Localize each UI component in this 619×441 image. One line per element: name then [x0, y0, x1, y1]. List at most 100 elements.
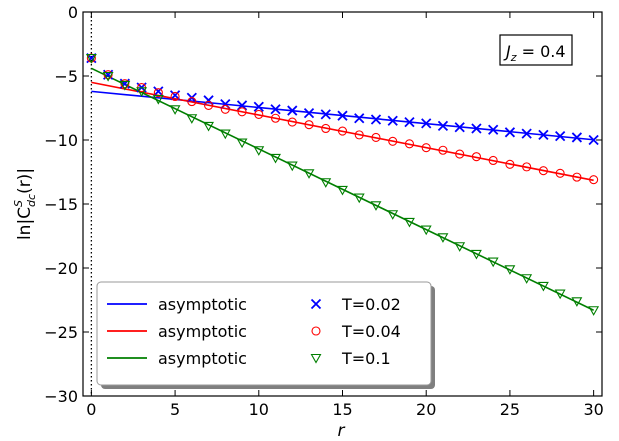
point-t-0-04 [153, 88, 163, 98]
point-t-0-1 [370, 201, 382, 211]
y-tick-label: −10 [44, 131, 78, 150]
point-t-0-04 [187, 97, 197, 107]
point-t-0-04 [237, 107, 247, 117]
point-t-0-04 [287, 117, 297, 127]
point-t-0-1 [470, 249, 482, 260]
point-t-0-04 [270, 113, 281, 123]
x-tick-label: 25 [500, 400, 520, 419]
y-axis-label: ln|CSdc(r)| [12, 168, 38, 240]
x-tick-label: 20 [416, 400, 436, 419]
point-t-0-1 [420, 225, 432, 236]
point-t-0-04 [354, 130, 364, 140]
point-t-0-04 [555, 168, 565, 178]
point-t-0-1 [571, 297, 583, 307]
point-t-0-02 [153, 86, 164, 97]
asymptotic-line-2 [91, 81, 594, 182]
legend-marker-swatch [310, 298, 322, 310]
point-t-0-1 [203, 121, 215, 132]
y-tick-label: −5 [54, 67, 78, 86]
point-t-0-1 [387, 210, 399, 220]
point-t-0-04 [522, 162, 532, 172]
point-t-0-1 [270, 153, 281, 164]
point-t-0-02 [471, 123, 482, 134]
point-t-0-04 [421, 143, 431, 153]
point-t-0-1 [320, 178, 332, 188]
legend: asymptotic asymptotic asymptotic T=0.02 T=0.… [96, 281, 435, 389]
point-t-0-04 [220, 104, 230, 114]
point-t-0-1 [253, 146, 265, 156]
point-t-0-02 [571, 132, 583, 143]
point-t-0-04 [471, 152, 481, 162]
point-t-0-1 [537, 281, 549, 292]
x-axis-label: r [338, 421, 346, 441]
point-t-0-1 [521, 274, 533, 284]
point-t-0-1 [119, 80, 131, 91]
point-t-0-04 [103, 70, 113, 80]
point-t-0-1 [219, 129, 231, 140]
legend-marker-swatch [310, 353, 322, 364]
point-t-0-04 [455, 149, 465, 159]
legend-box [96, 281, 432, 386]
point-t-0-04 [337, 126, 348, 136]
point-t-0-02 [588, 134, 599, 146]
jz-annotation: Jz = 0.4 [499, 34, 573, 66]
point-t-0-1 [186, 114, 198, 124]
point-t-0-02 [354, 113, 365, 124]
point-t-0-1 [169, 105, 181, 115]
point-t-0-04 [438, 145, 448, 155]
point-t-0-04 [505, 159, 515, 169]
x-tick-label: 15 [332, 400, 352, 419]
point-t-0-04 [254, 109, 264, 119]
plot-area: 0 5 10 15 20 25 30 0 −5 −10 −15 −20 −25 −30 [44, 3, 604, 419]
point-t-0-04 [321, 123, 331, 134]
point-t-0-02 [387, 115, 398, 126]
legend-label-asymptotic: asymptotic [158, 295, 247, 314]
point-t-0-1 [487, 257, 499, 268]
x-tick-label: 30 [583, 400, 603, 419]
point-t-0-1 [337, 185, 348, 196]
point-t-0-1 [286, 161, 298, 172]
point-t-0-1 [353, 193, 365, 204]
point-t-0-1 [504, 265, 516, 275]
point-t-0-04 [388, 136, 398, 146]
y-tick-label: −20 [44, 259, 78, 278]
x-tick-label: 10 [249, 400, 269, 419]
y-tick-label: −15 [44, 195, 78, 214]
point-t-0-02 [337, 110, 348, 121]
y-tick-label: −30 [44, 387, 78, 406]
annotation-text: Jz = 0.4 [503, 42, 566, 64]
point-t-0-1 [454, 242, 466, 252]
annotation-box [499, 34, 573, 66]
point-t-0-04 [170, 91, 180, 102]
point-t-0-02 [303, 107, 315, 119]
point-t-0-1 [102, 71, 114, 82]
point-t-0-1 [136, 87, 148, 97]
point-t-0-04 [120, 79, 130, 89]
point-t-0-02 [555, 131, 566, 142]
x-tick-label: 5 [170, 400, 180, 419]
point-t-0-04 [371, 132, 381, 142]
point-t-0-1 [554, 289, 566, 300]
point-t-0-02 [454, 122, 465, 133]
asymptotic-line-3 [91, 67, 594, 311]
point-t-0-1 [85, 54, 97, 64]
point-t-0-02 [270, 104, 281, 115]
point-t-0-1 [303, 169, 315, 179]
point-t-0-1 [588, 306, 600, 316]
point-t-0-02 [504, 127, 516, 138]
point-t-0-04 [404, 139, 415, 149]
legend-label-t-0-02: T=0.02 [341, 295, 401, 314]
legend-marker-swatch [311, 326, 321, 336]
point-t-0-04 [572, 172, 582, 182]
point-t-0-04 [204, 100, 214, 110]
point-t-0-02 [421, 118, 432, 129]
point-t-0-04 [304, 120, 314, 130]
point-t-0-02 [488, 124, 499, 135]
point-t-0-04 [589, 175, 599, 185]
y-tick-label: 0 [68, 3, 78, 22]
y-tick-label: −25 [44, 323, 78, 342]
point-t-0-04 [538, 166, 548, 176]
point-t-0-02 [437, 120, 449, 132]
legend-label-t-0-04: T=0.04 [341, 322, 401, 341]
